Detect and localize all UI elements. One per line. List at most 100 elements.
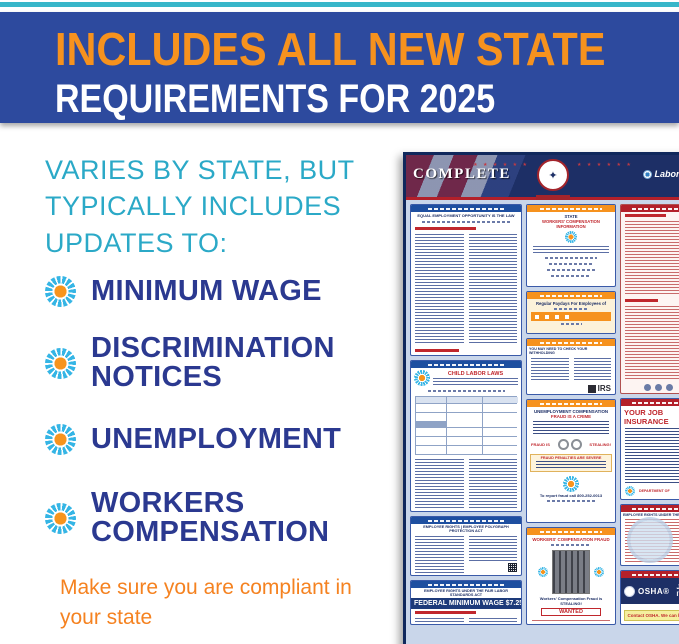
bullet-label: WORKERS COMPENSATION [91, 487, 330, 548]
text-block [536, 461, 606, 469]
section-child-labor: CHILD LABOR LAWS [410, 360, 522, 512]
sunburst-icon [45, 347, 76, 379]
red-paragraph-header [415, 227, 476, 230]
section-unemployment-fraud: UNEMPLOYMENT COMPENSATION FRAUD IS A CRI… [526, 399, 616, 523]
poster-title: COMPLETE [413, 166, 511, 182]
sunburst-icon [565, 231, 577, 243]
text-block [415, 618, 464, 622]
fmla-title: EMPLOYEE RIGHTS UNDER THE FAMILY AND MED… [623, 513, 679, 517]
poster-column-middle: STATE WORKERS' COMPENSATION INFORMATION … [526, 204, 616, 625]
agency-logo-icon [643, 384, 651, 391]
text-block [468, 234, 517, 345]
poster-body: EQUAL EMPLOYMENT OPPORTUNITY IS THE LAW [406, 200, 679, 629]
agency-logo-icon [654, 384, 662, 391]
stars-left: ★ ★ ★ ★ ★ ★ [473, 162, 529, 168]
section-state-workers-comp: STATE WORKERS' COMPENSATION INFORMATION [526, 204, 616, 287]
ue-fraud-title2: FRAUD IS A CRIME [550, 414, 592, 419]
section-bar [527, 292, 615, 299]
checkbox [545, 314, 549, 319]
job-safety-text: Job Safety IT'S THE LAW [676, 584, 679, 598]
section-withholding: YOU MAY NEED TO CHECK YOUR WITHHOLDING I… [526, 338, 616, 395]
sunburst-icon [45, 502, 76, 534]
flsa-subtitle: EMPLOYEE RIGHTS UNDER THE FAIR LABOR STA… [424, 589, 508, 597]
irs-logo: IRS [527, 383, 615, 394]
payday-title: Regular Paydays For Employees of [535, 301, 607, 306]
section-bar [621, 505, 679, 512]
section-bar [527, 339, 615, 346]
polygraph-title: EMPLOYEE RIGHTS | EMPLOYEE POLYGRAPH PRO… [423, 525, 509, 533]
section-payday-notice: Regular Paydays For Employees of [526, 291, 616, 334]
checkbox [565, 314, 569, 319]
report-fraud-line: To report fraud call 800-252-0013 [539, 493, 603, 498]
section-federal-minimum-wage: EMPLOYEE RIGHTS UNDER THE FAIR LABOR STA… [410, 580, 522, 625]
osha-logo: OSHA® [638, 586, 670, 596]
bullet-workers-compensation: WORKERS COMPENSATION [45, 489, 329, 547]
headline-banner: INCLUDES ALL NEW STATE REQUIREMENTS FOR … [0, 12, 679, 123]
section-workers-comp-fraud: WORKERS' COMPENSATION FRAUD Workers' Com… [526, 527, 616, 625]
ue-fraud-title1: UNEMPLOYMENT COMPENSATION [533, 409, 609, 414]
stars-right: ★ ★ ★ ★ ★ ★ [577, 162, 633, 168]
sunburst-icon [594, 567, 604, 577]
withholding-title: YOU MAY NEED TO CHECK YOUR WITHHOLDING [529, 347, 588, 355]
text-block [533, 246, 609, 254]
masthead-stars-and-seal: ★ ★ ★ ★ ★ ★ ✦ ★ ★ ★ ★ ★ ★ [406, 159, 679, 191]
red-paragraph-header [415, 611, 476, 614]
sunburst-icon [45, 276, 76, 307]
top-teal-stripe [0, 2, 679, 7]
section-bar [527, 400, 615, 407]
compliance-note: Make sure you are compliant in your stat… [60, 576, 352, 630]
poster-masthead: COMPLETE ★ ★ ★ ★ ★ ★ ✦ ★ ★ ★ ★ ★ ★ Labor… [406, 155, 679, 200]
section-bar [621, 399, 679, 406]
laborlaw-brand: LaborLaw [643, 169, 679, 179]
red-paragraph-header [625, 214, 666, 217]
bullet-text-block [533, 421, 609, 435]
section-bar [621, 571, 679, 578]
sunburst-icon [625, 486, 635, 496]
state-line: STATE [564, 214, 578, 219]
section-eeoc-right [620, 204, 679, 394]
text-block [468, 459, 517, 509]
bullet-label: UNEMPLOYMENT [91, 423, 342, 455]
bullet-label: DISCRIMINATION NOTICES [91, 332, 335, 393]
text-block [531, 358, 569, 381]
wanted-label: WANTED [541, 608, 601, 616]
contact-osha-note: Contact OSHA. We can help. [624, 610, 679, 621]
text-block [532, 620, 610, 622]
seal-ribbon [536, 195, 570, 200]
department-label: DEPARTMENT OF [639, 489, 670, 493]
dol-watermark [627, 517, 673, 563]
text-block [415, 234, 464, 345]
irs-eagle-icon [587, 384, 596, 393]
section-bar [411, 361, 521, 368]
payday-panel: Regular Paydays For Employees of [527, 299, 615, 333]
section-bar [411, 581, 521, 588]
payday-frequency-strip [531, 312, 611, 321]
minimum-wage-amount: FEDERAL MINIMUM WAGE $7.25 [411, 598, 521, 609]
text-block [468, 536, 517, 562]
globe-icon [643, 169, 653, 179]
headline-line2: REQUIREMENTS FOR 2025 [55, 77, 496, 121]
section-bar [411, 205, 521, 212]
checkbox [555, 314, 559, 319]
section-job-insurance: YOUR JOB INSURANCE DEPARTMENT OF [620, 398, 679, 500]
brand-name: LaborLaw [654, 169, 679, 179]
sunburst-icon [563, 476, 579, 492]
labor-law-poster: COMPLETE ★ ★ ★ ★ ★ ★ ✦ ★ ★ ★ ★ ★ ★ Labor… [403, 152, 679, 644]
section-bar [411, 517, 521, 524]
section-bar [527, 528, 615, 535]
section-polygraph: EMPLOYEE RIGHTS | EMPLOYEE POLYGRAPH PRO… [410, 516, 522, 576]
text-block [415, 459, 464, 509]
penalties-box: FRAUD PENALTIES ARE SEVERE [530, 454, 612, 472]
bullet-unemployment: UNEMPLOYMENT [45, 424, 341, 455]
stealing-label: STEALING! [589, 442, 611, 447]
sunburst-icon [45, 424, 76, 455]
bullet-discrimination-notices: DISCRIMINATION NOTICES [45, 334, 335, 392]
text-block [625, 306, 679, 380]
wc-fraud-title: WORKERS' COMPENSATION FRAUD [532, 537, 610, 542]
child-labor-title: CHILD LABOR LAWS [447, 370, 504, 377]
text-block [468, 618, 517, 622]
bullet-minimum-wage: MINIMUM WAGE [45, 276, 322, 307]
checkbox [535, 314, 539, 319]
text-block [625, 221, 679, 295]
